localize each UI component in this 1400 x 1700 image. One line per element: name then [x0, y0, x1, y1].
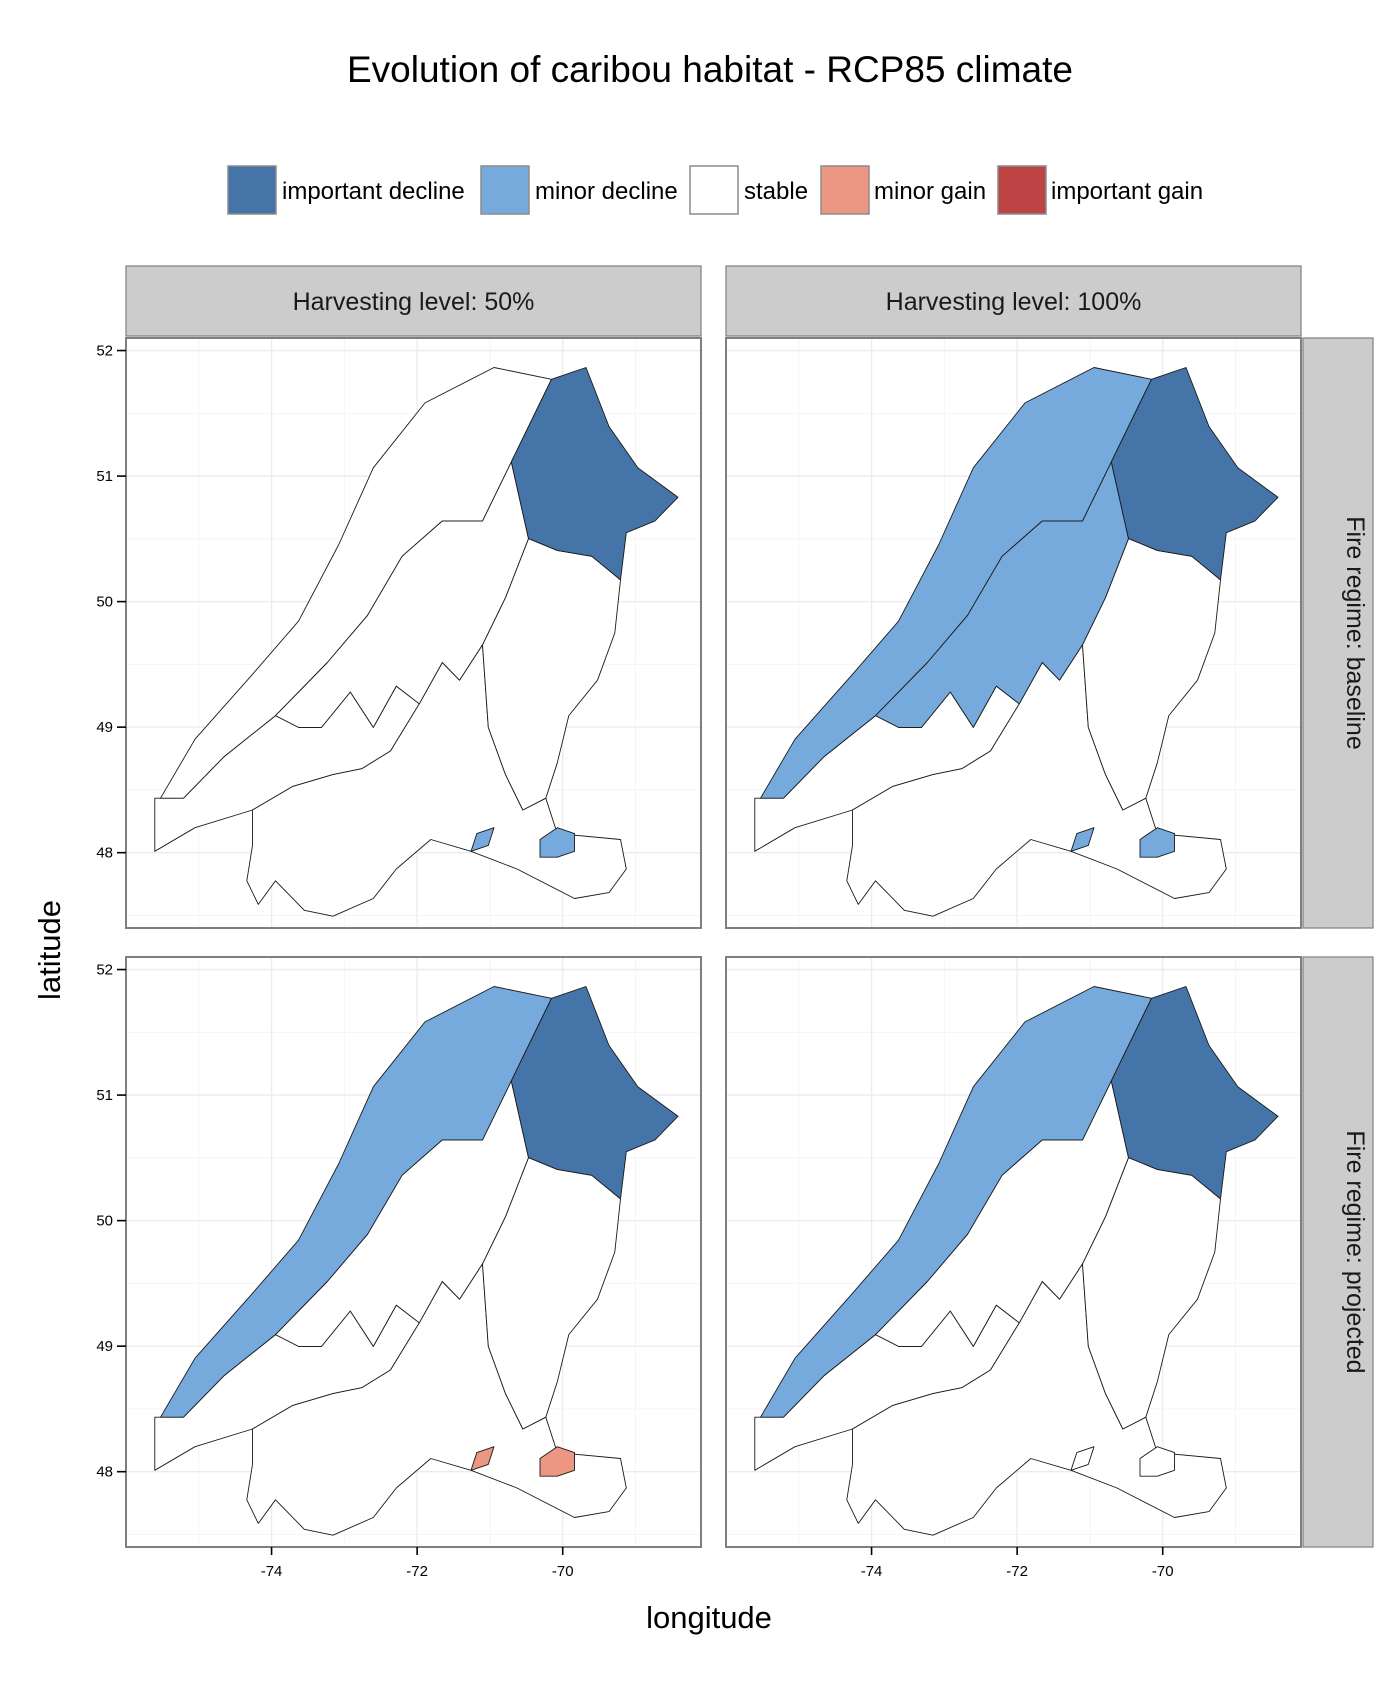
chart-title: Evolution of caribou habitat - RCP85 cli…	[347, 49, 1073, 90]
map-region-southeast-patch	[1139, 827, 1175, 858]
column-strip	[125, 265, 702, 337]
map-region-southeast-patch	[539, 1446, 575, 1477]
x-tick-label: -70	[1152, 1563, 1174, 1580]
legend-key-stable	[689, 165, 739, 215]
legend-label-minor-gain: minor gain	[874, 178, 986, 205]
x-axis-title: longitude	[646, 1600, 772, 1635]
panel-border	[725, 337, 1302, 929]
x-tick-label: -70	[552, 1563, 574, 1580]
x-tick-label: -72	[406, 1563, 428, 1580]
map-region-southeast-patch	[539, 827, 575, 858]
map-region-south	[246, 1263, 627, 1536]
y-tick-label: 50	[96, 1213, 113, 1230]
column-strips: Harvesting level: 50% Harvesting level: 1…	[125, 265, 1302, 337]
row-strip-label: Fire regime: projected	[1341, 1130, 1369, 1373]
panel-border	[125, 956, 702, 1548]
map-region-south	[846, 1263, 1227, 1536]
map-region-southeast-patch	[1139, 1446, 1175, 1477]
x-tick-label: -74	[861, 1563, 883, 1580]
y-tick-label: 49	[96, 719, 113, 736]
legend-key-important-gain	[997, 165, 1047, 215]
y-tick-label: 49	[96, 1338, 113, 1355]
x-tick-label: -74	[261, 1563, 283, 1580]
y-axis-title: latitude	[32, 900, 67, 1000]
map-region-south	[846, 644, 1227, 917]
legend-label-stable: stable	[744, 178, 808, 205]
map-region-northeast	[1110, 986, 1279, 1200]
column-strip-label: Harvesting level: 50%	[293, 288, 535, 316]
legend-key-minor-decline	[480, 165, 530, 215]
map-region-northeast	[510, 986, 679, 1200]
map-region-southwest-edge	[1070, 827, 1095, 852]
row-strip	[1302, 956, 1374, 1548]
map-panels	[125, 337, 1302, 1548]
row-strips: Fire regime: baseline Fire regime: projec…	[1302, 337, 1374, 1548]
map-region-northeast	[510, 367, 679, 581]
y-tick-label: 51	[96, 1087, 113, 1104]
y-tick-label: 51	[96, 468, 113, 485]
row-strip	[1302, 337, 1374, 929]
panel-border	[725, 956, 1302, 1548]
legend-key-important-decline	[227, 165, 277, 215]
column-strip-label: Harvesting level: 100%	[886, 288, 1142, 316]
map-region-southwest-edge	[470, 827, 495, 852]
map-region-south	[246, 644, 627, 917]
legend-key-minor-gain	[820, 165, 870, 215]
map-region-southwest-edge	[470, 1446, 495, 1471]
y-tick-label: 48	[96, 845, 113, 862]
legend-label-minor-decline: minor decline	[535, 178, 678, 205]
y-tick-label: 52	[96, 962, 113, 979]
panel-border	[125, 337, 702, 929]
legend-label-important-gain: important gain	[1051, 178, 1203, 205]
y-tick-label: 52	[96, 343, 113, 360]
map-panel	[125, 337, 702, 929]
map-panel	[125, 956, 702, 1548]
row-strip-label: Fire regime: baseline	[1341, 516, 1369, 749]
x-axes: -74 -72 -70 -74 -72 -70	[261, 1547, 1174, 1580]
y-axes: 48 49 50 51 52 48 49 50 51 52	[96, 343, 126, 1481]
legend-label-important-decline: important decline	[282, 178, 465, 205]
x-tick-label: -72	[1006, 1563, 1028, 1580]
map-region-northeast	[1110, 367, 1279, 581]
map-region-southwest-edge	[1070, 1446, 1095, 1471]
y-tick-label: 50	[96, 594, 113, 611]
map-panel	[725, 956, 1302, 1548]
legend: important decline minor decline stable mino…	[227, 165, 1203, 215]
y-tick-label: 48	[96, 1464, 113, 1481]
column-strip	[725, 265, 1302, 337]
map-panel	[725, 337, 1302, 929]
